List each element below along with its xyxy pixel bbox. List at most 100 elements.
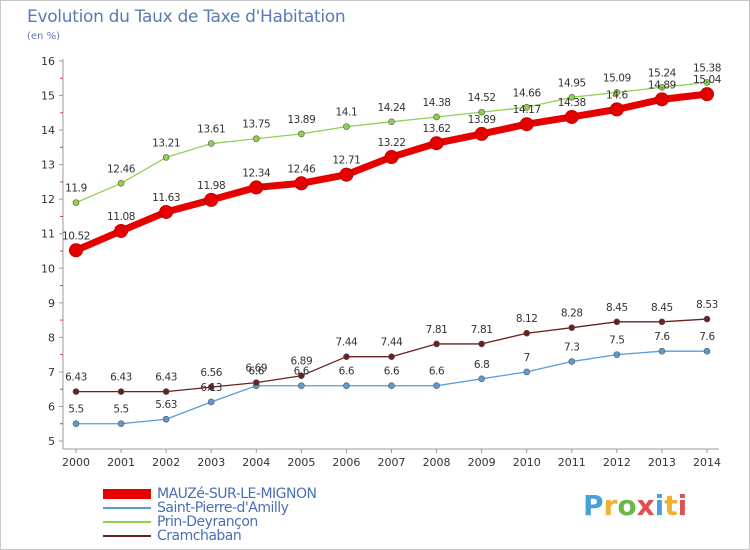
data-point <box>478 340 485 348</box>
data-point <box>343 382 350 390</box>
data-point <box>298 130 305 138</box>
data-point <box>159 204 174 219</box>
data-point <box>568 324 576 331</box>
line-chart: 5 6 7 8 9 10 11 12 13 14 15 16 2000 2001 2002 2003 2004 2… <box>41 55 722 469</box>
data-point <box>433 382 440 390</box>
data-point <box>519 117 534 132</box>
legend-item: MAUZé-SUR-LE-MIGNON <box>103 486 317 502</box>
data-label: 14.6 <box>606 89 628 101</box>
data-point <box>429 136 444 151</box>
x-tick-label: 2010 <box>513 456 541 469</box>
data-label: 7.5 <box>609 335 625 347</box>
data-label: 6.8 <box>474 359 490 371</box>
data-label: 5.5 <box>68 404 84 416</box>
data-point <box>204 192 219 207</box>
data-label: 13.89 <box>468 114 496 126</box>
x-tick-label: 2001 <box>107 456 135 469</box>
data-point <box>162 388 170 395</box>
data-label: 12.34 <box>242 167 271 179</box>
data-label: 13.62 <box>423 123 451 135</box>
data-label: 8.53 <box>696 299 718 311</box>
data-point <box>339 167 354 182</box>
data-label: 11.9 <box>65 183 87 195</box>
data-point <box>703 79 711 86</box>
logo-letter: x <box>636 489 655 522</box>
legend-label: Prin-Deyrançon <box>157 514 258 530</box>
data-point <box>72 199 80 206</box>
data-point <box>478 375 485 383</box>
y-tick-label: 7 <box>48 366 55 379</box>
chart-title: Evolution du Taux de Taxe d'Habitation <box>27 7 346 27</box>
data-label: 7.81 <box>426 324 448 336</box>
data-point <box>523 368 531 376</box>
data-point <box>117 388 125 395</box>
data-label: 7.6 <box>699 331 715 343</box>
data-label: 7.44 <box>381 337 403 349</box>
data-point <box>613 351 621 358</box>
data-label: 5.63 <box>155 399 177 411</box>
data-point <box>72 388 80 395</box>
data-label: 14.38 <box>423 97 451 109</box>
data-label: 7.44 <box>336 337 358 349</box>
x-tick-label: 2011 <box>558 456 586 469</box>
data-point <box>207 383 215 391</box>
data-label: 6.43 <box>155 372 177 384</box>
data-label: 13.22 <box>377 137 405 149</box>
data-point <box>162 415 170 423</box>
logo-letter: i <box>677 489 688 522</box>
data-label: 14.66 <box>513 87 542 99</box>
y-tick-label: 8 <box>48 331 55 344</box>
data-label: 8.45 <box>606 302 628 314</box>
data-label: 12.71 <box>332 155 360 167</box>
x-tick-label: 2004 <box>242 456 270 469</box>
data-label: 6.69 <box>245 363 267 375</box>
logo-letter: o <box>617 489 637 522</box>
y-tick-label: 15 <box>41 90 55 103</box>
data-label: 15.38 <box>693 62 721 74</box>
data-label: 12.46 <box>287 163 316 175</box>
data-point <box>117 420 125 428</box>
x-tick-label: 2003 <box>197 456 225 469</box>
data-point <box>658 83 666 91</box>
data-label: 6.56 <box>200 367 222 379</box>
data-label: 6.43 <box>110 372 132 384</box>
data-point <box>703 347 711 355</box>
data-label: 10.52 <box>62 230 90 242</box>
data-point <box>700 87 714 102</box>
data-point <box>252 379 260 386</box>
x-tick-label: 2002 <box>152 456 180 469</box>
data-label: 8.12 <box>516 313 538 325</box>
legend: MAUZé-SUR-LE-MIGNON Saint-Pierre-d'Amill… <box>103 486 317 544</box>
data-point <box>564 109 579 124</box>
series-line <box>72 90 711 254</box>
data-label: 12.46 <box>107 163 136 175</box>
x-tick-label: 2012 <box>603 456 631 469</box>
logo-letter: i <box>654 489 665 522</box>
data-point <box>343 353 350 361</box>
x-tick-label: 2006 <box>332 456 360 469</box>
logo-letter: t <box>664 489 678 522</box>
data-point <box>384 150 399 165</box>
data-label: 13.61 <box>197 124 225 136</box>
data-point <box>298 382 305 390</box>
data-point <box>117 179 125 187</box>
data-label: 8.28 <box>561 308 583 320</box>
data-point <box>613 318 621 326</box>
legend-label: Saint-Pierre-d'Amilly <box>157 500 289 516</box>
data-point <box>249 180 264 195</box>
data-label: 6.6 <box>384 366 400 378</box>
y-tick-label: 12 <box>41 193 55 206</box>
data-label: 7.3 <box>564 342 580 354</box>
legend-swatch <box>103 489 151 499</box>
legend-swatch <box>103 535 151 537</box>
y-tick-label: 10 <box>41 262 55 275</box>
data-label: 15.24 <box>648 67 677 79</box>
data-point <box>433 113 440 121</box>
data-point <box>207 140 215 147</box>
data-point <box>568 358 576 365</box>
data-label: 8.45 <box>651 302 673 314</box>
data-point <box>388 353 395 361</box>
data-label: 14.17 <box>513 104 541 116</box>
legend-label: Cramchaban <box>157 528 242 544</box>
